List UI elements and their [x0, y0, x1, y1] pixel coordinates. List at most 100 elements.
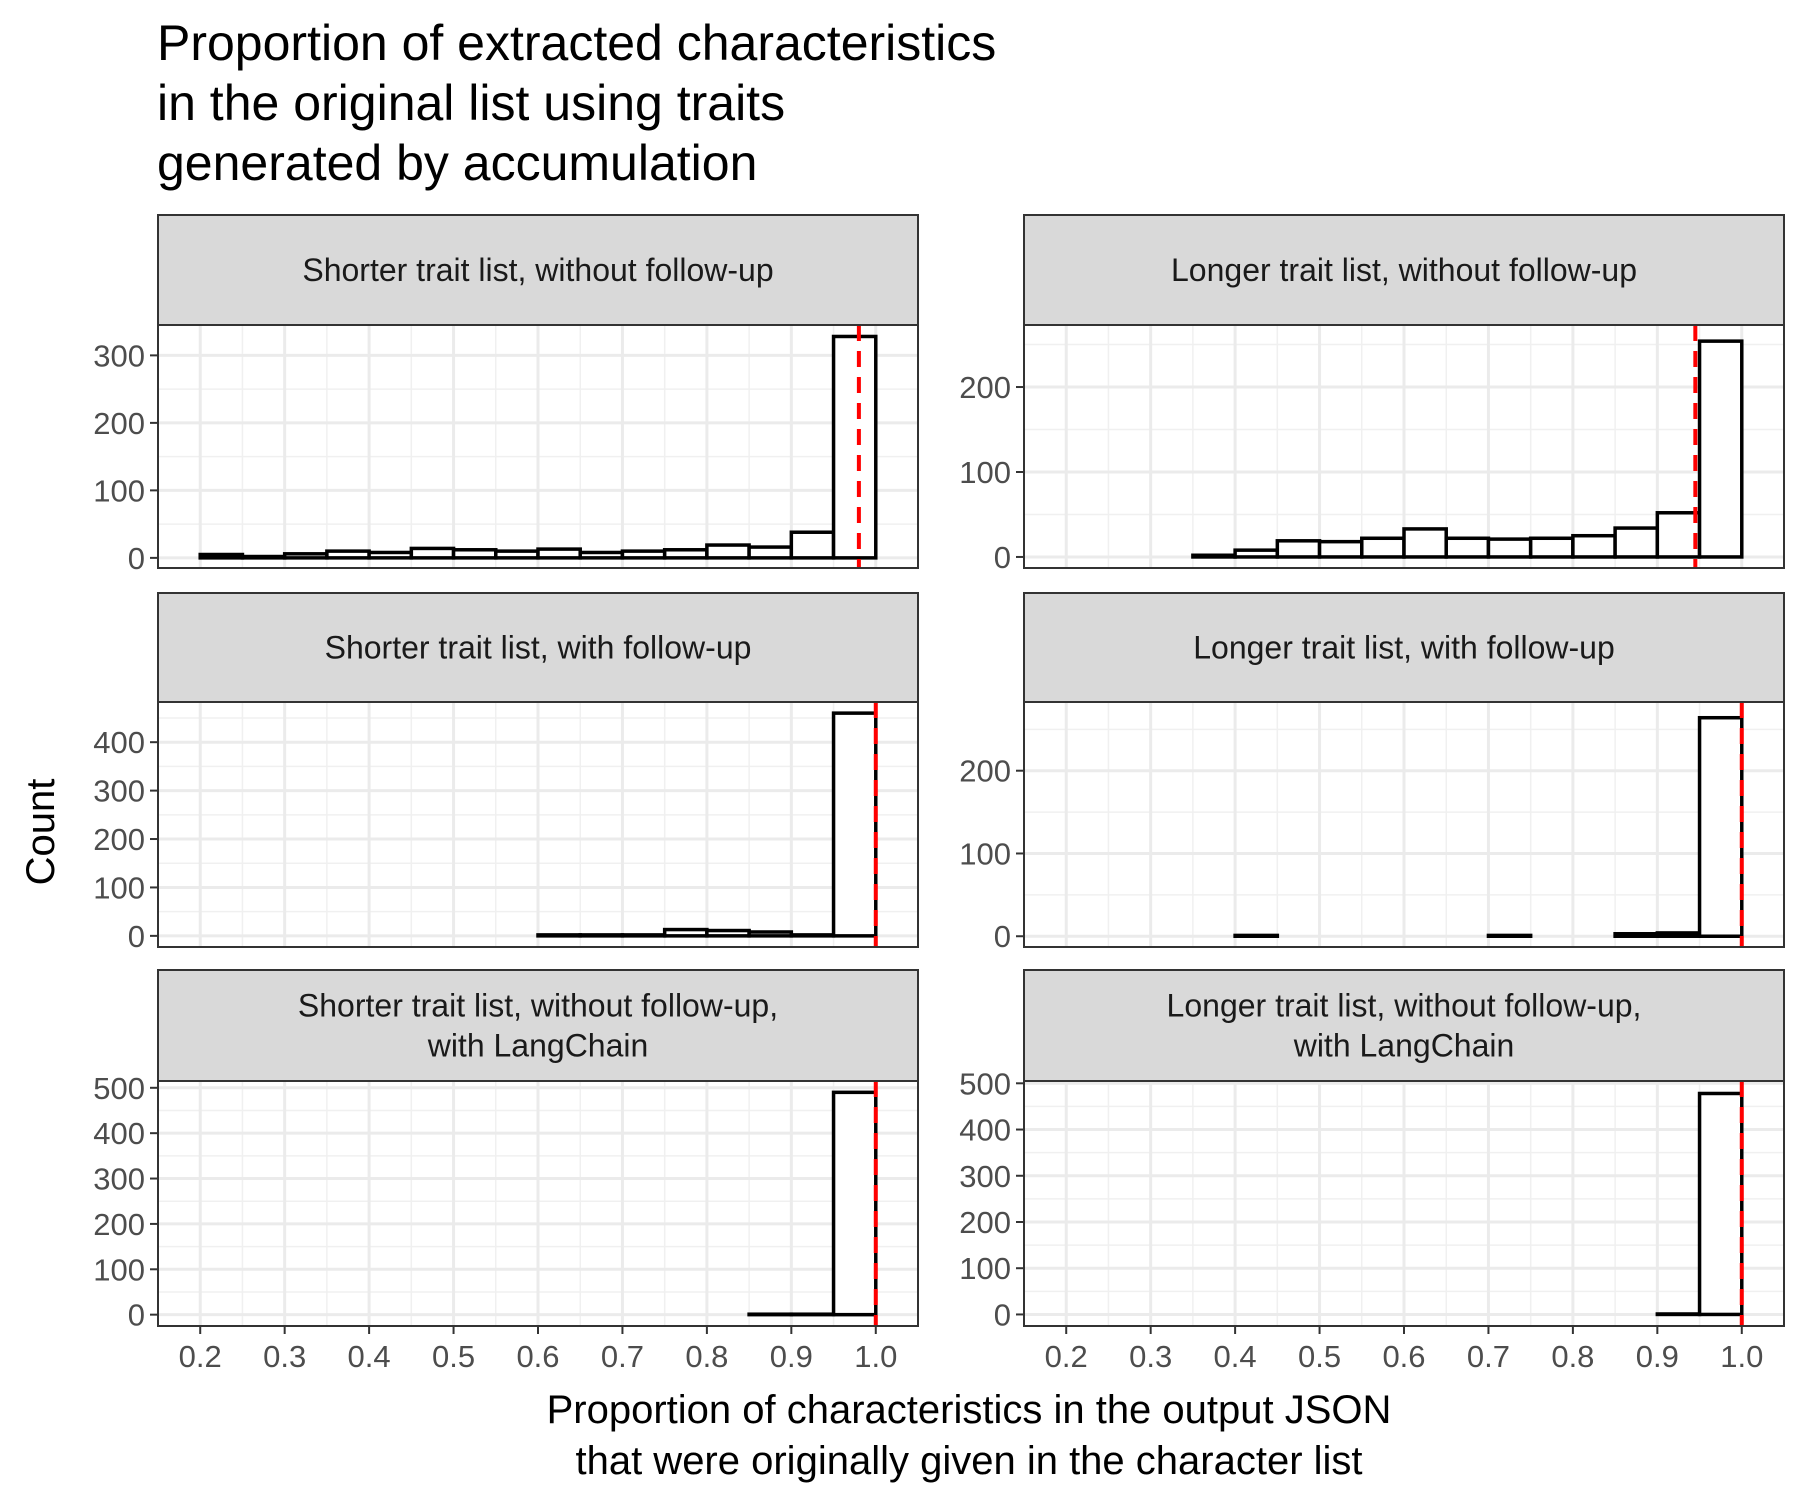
facet-panel-6: Longer trait list, without follow-up, wit… — [959, 969, 1785, 1374]
histogram-bar — [1191, 553, 1237, 559]
y-tick-label: 200 — [93, 822, 145, 857]
y-tick-label: 0 — [128, 919, 145, 954]
y-tick-label: 200 — [93, 406, 145, 441]
panel-border — [157, 324, 919, 569]
histogram-bar — [536, 933, 582, 938]
facet-panel-5: Shorter trait list, without follow-up, wi… — [93, 969, 919, 1374]
x-tick-label: 0.7 — [601, 1339, 644, 1374]
facet-strip-label: with LangChain — [427, 1028, 649, 1064]
x-tick-label: 0.4 — [1214, 1339, 1257, 1374]
panel-border — [157, 701, 919, 948]
y-tick-label: 300 — [93, 1162, 145, 1197]
x-tick-label: 0.5 — [432, 1339, 475, 1374]
y-tick-label: 200 — [959, 754, 1011, 789]
facet-strip — [157, 969, 919, 1082]
y-tick-label: 400 — [93, 725, 145, 760]
chart-title-line-3: generated by accumulation — [157, 135, 757, 191]
histogram-bar — [831, 334, 878, 560]
y-tick-label: 400 — [93, 1116, 145, 1151]
histogram-bar — [1613, 526, 1660, 559]
facet-strip — [157, 214, 919, 326]
facet-strip — [1023, 969, 1785, 1082]
histogram-bar — [198, 552, 245, 560]
histogram-bar — [620, 933, 667, 938]
facet-panel-1: Shorter trait list, without follow-up 0 10… — [93, 214, 919, 576]
histogram-bar — [1444, 536, 1491, 559]
x-tick-label: 0.9 — [1636, 1339, 1679, 1374]
histogram-bar — [409, 546, 456, 560]
histogram-bar — [1655, 511, 1702, 559]
y-axis-title: Count — [19, 779, 63, 886]
histogram-bar — [578, 933, 625, 938]
y-tick-label: 0 — [994, 1297, 1011, 1332]
x-tick-label: 0.3 — [1129, 1339, 1172, 1374]
histogram-bar — [747, 930, 794, 938]
histogram-bar — [1360, 536, 1406, 559]
histogram-bar — [1317, 539, 1364, 559]
y-tick-label: 200 — [93, 1207, 145, 1242]
histogram-bar — [1233, 548, 1280, 559]
histogram-bar — [747, 545, 794, 560]
histogram-bar — [1486, 933, 1533, 938]
x-tick-label: 0.9 — [770, 1339, 813, 1374]
histogram-bar — [325, 549, 371, 560]
histogram-bar — [705, 928, 751, 938]
x-tick-label: 1.0 — [1720, 1339, 1763, 1374]
facet-panel-3: Shorter trait list, with follow-up 0 100 20… — [93, 592, 919, 954]
histogram-bar — [1275, 539, 1322, 559]
x-tick-label: 0.2 — [1045, 1339, 1088, 1374]
facet-strip-label: Shorter trait list, without follow-up, — [298, 988, 778, 1024]
facet-panel-2: Longer trait list, without follow-up 0 100… — [959, 214, 1785, 575]
histogram-bar — [1571, 533, 1617, 559]
histogram-bar — [1697, 715, 1744, 938]
facet-strip — [1023, 214, 1785, 326]
y-tick-label: 300 — [959, 1159, 1011, 1194]
x-tick-label: 0.2 — [179, 1339, 222, 1374]
y-tick-label: 500 — [93, 1071, 145, 1106]
x-tick-label: 0.8 — [685, 1339, 728, 1374]
histogram-bar — [789, 933, 836, 938]
histogram-bar — [1655, 931, 1702, 938]
facet-strip-label: Shorter trait list, without follow-up — [302, 252, 773, 288]
histogram-bar — [1697, 1091, 1744, 1317]
y-tick-label: 100 — [959, 1251, 1011, 1286]
x-tick-label: 0.4 — [348, 1339, 391, 1374]
x-tick-label: 0.8 — [1551, 1339, 1594, 1374]
facet-strip-label: Longer trait list, without follow-up, — [1167, 988, 1642, 1024]
histogram-bar — [662, 927, 709, 938]
histogram-bar — [620, 549, 667, 560]
histogram-bar — [789, 530, 836, 560]
y-tick-label: 100 — [93, 1252, 145, 1287]
x-axis-title-line-2: that were originally given in the charac… — [575, 1439, 1362, 1483]
y-tick-label: 100 — [959, 455, 1011, 490]
x-axis-title: Proportion of characteristics in the out… — [547, 1388, 1392, 1483]
histogram-bar — [578, 550, 625, 560]
histogram-bar — [494, 549, 540, 560]
y-tick-label: 500 — [959, 1066, 1011, 1101]
histogram-bar — [1613, 932, 1660, 938]
facet-panels: Shorter trait list, without follow-up 0 10… — [93, 214, 1785, 1374]
x-tick-label: 1.0 — [854, 1339, 897, 1374]
y-tick-label: 200 — [959, 1205, 1011, 1240]
x-tick-label: 0.5 — [1298, 1339, 1341, 1374]
x-tick-label: 0.6 — [516, 1339, 559, 1374]
histogram-bar — [1697, 339, 1744, 559]
chart-title-line-2: in the original list using traits — [157, 75, 785, 131]
x-tick-label: 0.7 — [1467, 1339, 1510, 1374]
chart-title-line-1: Proportion of extracted characteristics — [157, 15, 996, 71]
x-tick-label: 0.6 — [1382, 1339, 1425, 1374]
facet-strip-label: Longer trait list, without follow-up — [1171, 252, 1637, 288]
x-axis-title-line-1: Proportion of characteristics in the out… — [547, 1388, 1392, 1432]
y-tick-label: 100 — [959, 836, 1011, 871]
histogram-bar — [705, 543, 751, 560]
histogram-bar — [662, 548, 709, 560]
histogram-bar — [367, 550, 414, 560]
histogram-bar — [1528, 536, 1575, 559]
histogram-bar — [831, 711, 878, 938]
histogram-bar — [1486, 537, 1533, 559]
facet-strip-label: Shorter trait list, with follow-up — [325, 630, 752, 666]
facet-strip — [1023, 592, 1785, 703]
y-tick-label: 300 — [93, 774, 145, 809]
y-tick-label: 100 — [93, 473, 145, 508]
